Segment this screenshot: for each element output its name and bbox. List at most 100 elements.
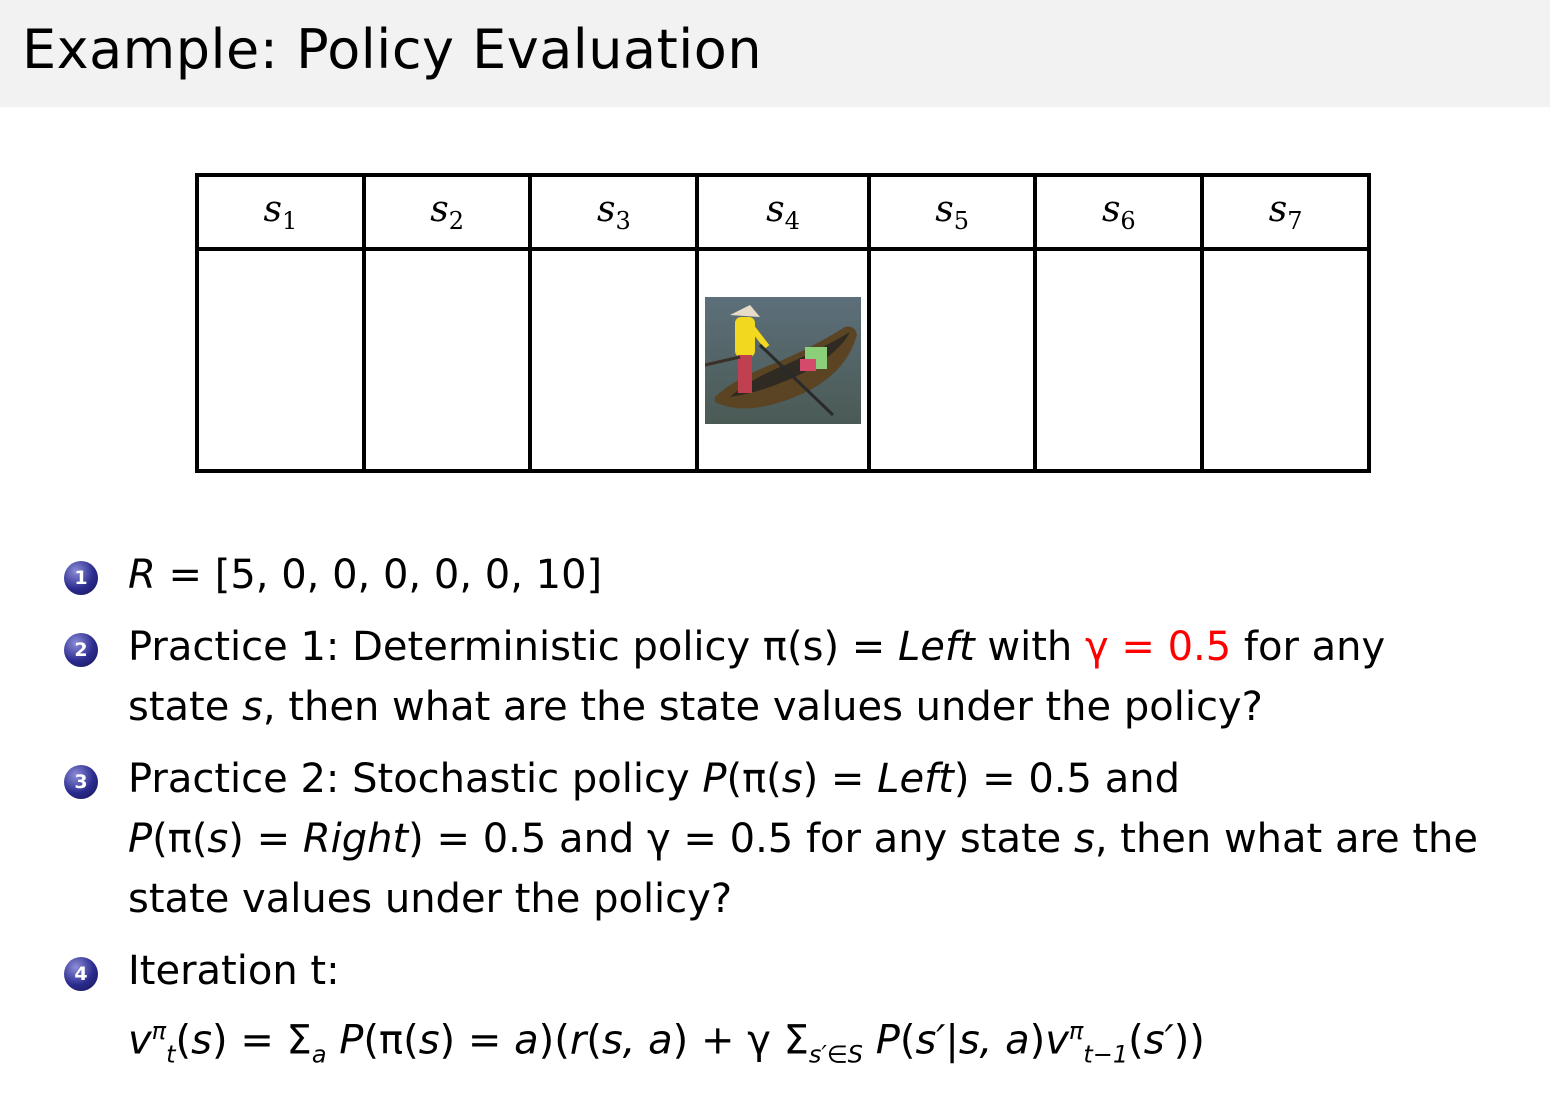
state-symbol: s [766,188,785,230]
text-segment: ( [586,1017,602,1064]
state-symbol: s [596,188,616,230]
list-item: 2 Practice 1: Deterministic policy π(s) =… [62,617,1542,737]
text-segment: ( [899,1017,916,1064]
numbered-bullet: 3 [64,765,98,799]
text-segment: ) = [802,756,878,802]
text-segment: Right [302,816,409,862]
state-symbol: s [1101,188,1121,230]
text-segment: ) = Σ [212,1017,312,1064]
state-cell [1033,247,1205,473]
text-segment: ) = 0.5 and γ = 0.5 for any state [408,816,1074,862]
state-body-row [195,247,1371,473]
state-header-row: s1 s2 s3 s4 s5 s6 s7 [195,173,1371,251]
state-label-cell: s6 [1033,173,1205,251]
text-segment: = [5, 0, 0, 0, 0, 0, 10] [155,552,603,598]
text-segment: P [339,1017,364,1064]
boat-image [704,296,861,424]
list-item: 4 Iteration t: vπt(s) = Σa P(π(s) = a)(r(s… [62,941,1542,1084]
item-line: state s, then what are the state values … [128,677,1542,737]
text-segment: , then what are the [1094,816,1478,862]
text-segment: state [128,684,243,730]
text-segment: state values under the policy? [128,876,733,922]
state-symbol: s [263,188,282,230]
text-segment: (π( [726,756,782,802]
text-segment: ) [1029,1017,1046,1064]
text-segment: P [702,756,727,802]
state-label-cell: s5 [866,173,1038,251]
text-segment: s, a [958,1017,1030,1064]
state-index: 6 [1120,207,1136,236]
item-line: Practice 2: Stochastic policy P(π(s) = L… [128,749,1542,809]
state-index: 4 [784,207,800,236]
text-segment: Left [898,624,975,670]
text-segment: s [207,816,229,862]
state-cell [866,247,1038,473]
text-segment: t−1 [1083,1040,1129,1069]
state-symbol: s [935,188,954,230]
item-line: state values under the policy? [128,869,1542,929]
text-segment: Iteration t: [128,948,340,994]
text-segment: Practice 2: Stochastic policy [128,756,703,802]
text-segment: Left [877,756,954,802]
text-segment [863,1017,876,1063]
item-line: Iteration t: [128,941,1542,1001]
list-item: 3 Practice 2: Stochastic policy P(π(s) = … [62,749,1542,929]
state-grid: s1 s2 s3 s4 s5 s6 s7 [195,173,1371,473]
text-segment: s [1073,816,1095,862]
text-segment: s [242,684,263,730]
text-segment: )) [1173,1017,1205,1064]
numbered-bullet: 4 [64,957,98,991]
text-segment: a [514,1017,539,1064]
state-cell [528,247,700,473]
text-segment: Practice 1: Deterministic policy π(s) = [128,624,898,670]
item-line: R = [5, 0, 0, 0, 0, 0, 10] [128,545,1542,605]
text-segment [327,1017,340,1063]
text-segment: for any [1231,624,1386,670]
text-segment: P [128,816,153,862]
text-segment: t [166,1040,176,1069]
state-index: 1 [281,207,298,236]
text-segment: ) = [439,1017,515,1064]
text-segment: r [569,1017,587,1064]
text-segment: s [781,756,803,802]
text-segment: (π( [363,1017,419,1064]
text-segment: v [1045,1017,1069,1064]
text-segment: s′ [1143,1017,1174,1064]
text-segment: ) = 0.5 and [953,756,1180,802]
slide-title: Example: Policy Evaluation [22,18,763,81]
state-symbol: s [430,188,449,230]
text-segment: | [945,1017,959,1064]
state-index: 5 [953,207,969,236]
text-segment: s′∈S [808,1040,863,1069]
text-segment: P [875,1017,900,1064]
item-line: vπt(s) = Σa P(π(s) = a)(r(s, a) + γ Σs′∈… [128,1001,1542,1084]
state-label-cell: s4 [695,173,871,251]
text-segment: with [974,624,1085,670]
state-index: 7 [1287,207,1303,236]
text-segment: s [418,1017,440,1064]
slide-header: Example: Policy Evaluation [0,0,1550,107]
text-segment: s′ [915,1017,946,1064]
text-segment: γ = 0.5 [1084,624,1232,670]
state-index: 2 [448,207,464,236]
text-segment: a [311,1040,327,1069]
text-segment: (π( [152,816,208,862]
text-segment: ( [1128,1017,1144,1064]
text-segment: π [151,1017,167,1045]
state-symbol: s [1268,188,1288,230]
numbered-bullet: 1 [64,561,98,595]
numbered-bullet: 2 [64,633,98,667]
state-label-cell: s1 [195,173,366,251]
item-line: Practice 1: Deterministic policy π(s) = … [128,617,1542,677]
state-label-cell: s3 [528,173,700,251]
state-cell [361,247,533,473]
state-cell [1200,247,1371,473]
text-segment: s [191,1017,212,1064]
text-segment: s, a [601,1017,673,1064]
text-segment: , then what are the state values under t… [262,684,1263,730]
state-index: 3 [615,207,631,236]
text-segment: R [128,552,156,598]
text-segment: )( [538,1017,570,1064]
